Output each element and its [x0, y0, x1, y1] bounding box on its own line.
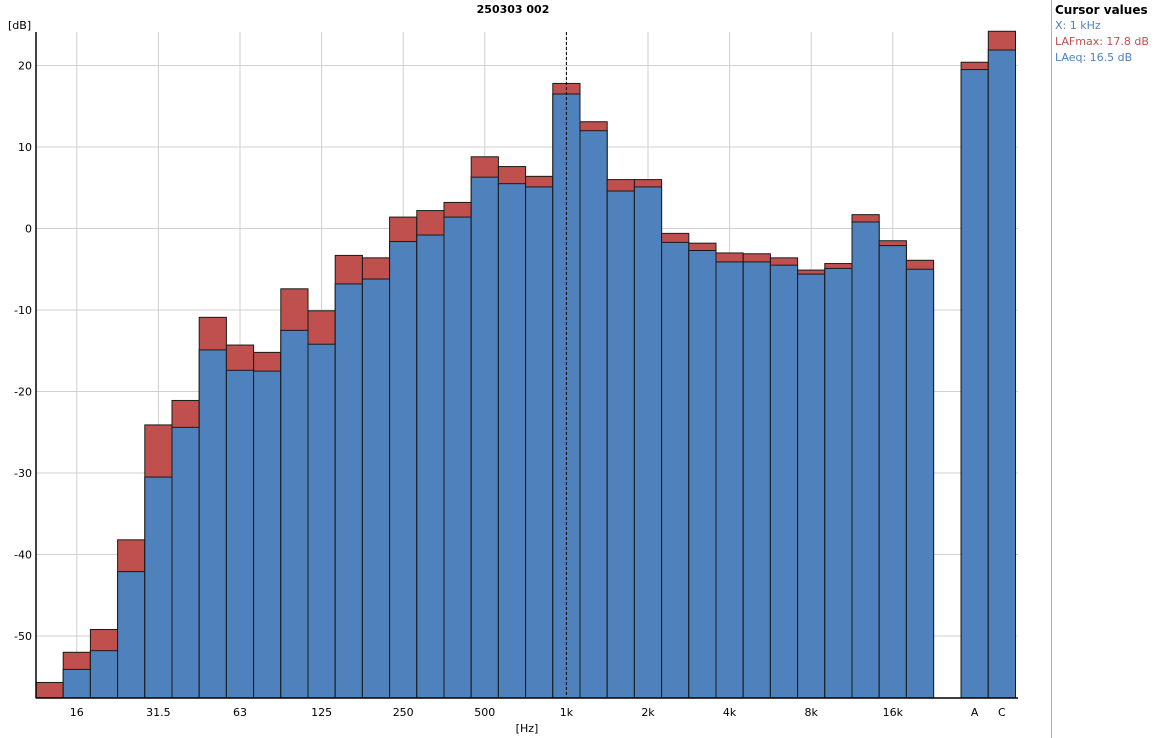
x-tick-label: 8k	[805, 706, 819, 719]
bar-laeq-100[interactable]	[280, 329, 309, 699]
bar-laeq-C[interactable]	[987, 49, 1016, 699]
bar-laeq-25[interactable]	[117, 571, 146, 699]
y-tick-label: -50	[14, 630, 32, 643]
cursor-values-header: Cursor values	[1055, 3, 1148, 17]
bar-laeq-125[interactable]	[307, 343, 336, 699]
bar-laeq-500[interactable]	[470, 176, 499, 699]
bar-laeq-8k[interactable]	[797, 273, 826, 699]
x-axis-label: [Hz]	[516, 722, 539, 735]
bar-laeq-80[interactable]	[253, 370, 282, 699]
bar-laeq-2k[interactable]	[633, 186, 663, 699]
bar-laeq-20k[interactable]	[905, 268, 935, 699]
x-tick-label: 4k	[723, 706, 737, 719]
y-tick-label: 0	[25, 223, 32, 236]
bar-laeq-40[interactable]	[171, 426, 200, 699]
x-tick-label: 500	[474, 706, 495, 719]
y-axis-label: [dB]	[8, 19, 31, 32]
cursor-values-panel: Cursor values X: 1 kHz LAFmax: 17.8 dB L…	[1055, 2, 1149, 66]
x-tick-label: C	[998, 706, 1006, 719]
x-tick-label: 16	[70, 706, 84, 719]
bar-laeq-31.5[interactable]	[144, 476, 173, 699]
x-tick-label: A	[971, 706, 979, 719]
y-tick-label: -10	[14, 304, 32, 317]
bar-laeq-200[interactable]	[361, 278, 391, 699]
bar-laeq-2.5k[interactable]	[661, 241, 690, 699]
x-tick-label: 2k	[641, 706, 655, 719]
panel-divider	[1051, 0, 1052, 738]
bar-laeq-160[interactable]	[334, 283, 363, 699]
bar-laeq-1.25k[interactable]	[579, 130, 608, 699]
x-tick-label: 31.5	[146, 706, 171, 719]
bar-laeq-5k[interactable]	[742, 261, 771, 699]
y-tick-label: 10	[18, 141, 32, 154]
bar-laeq-630[interactable]	[497, 183, 527, 699]
bar-laeq-63[interactable]	[225, 369, 255, 699]
bar-laeq-12.5k[interactable]	[851, 221, 880, 699]
bar-laeq-3.15k[interactable]	[688, 250, 717, 699]
y-tick-label: 20	[18, 60, 32, 73]
x-tick-label: 125	[311, 706, 332, 719]
x-tick-label: 16k	[883, 706, 904, 719]
bar-lafmax-12.5[interactable]	[35, 681, 64, 699]
y-tick-label: -30	[14, 467, 32, 480]
y-tick-label: -40	[14, 549, 32, 562]
bar-laeq-6.3k[interactable]	[769, 264, 799, 699]
bar-laeq-20[interactable]	[89, 650, 119, 699]
bar-laeq-800[interactable]	[525, 186, 554, 699]
cursor-x-value: X: 1 kHz	[1055, 19, 1101, 32]
x-tick-label: 1k	[560, 706, 574, 719]
cursor-lafmax-value: LAFmax: 17.8 dB	[1055, 35, 1149, 48]
bar-laeq-16k[interactable]	[878, 245, 907, 699]
bar-laeq-315[interactable]	[416, 234, 445, 699]
cursor-laeq-value: LAeq: 16.5 dB	[1055, 51, 1133, 64]
bar-laeq-4k[interactable]	[715, 261, 744, 699]
x-tick-label: 250	[393, 706, 414, 719]
bar-laeq-16[interactable]	[62, 668, 91, 699]
bar-laeq-10k[interactable]	[824, 267, 853, 699]
bar-laeq-250[interactable]	[389, 241, 418, 699]
spectrum-chart[interactable]: 250303 002 [dB] [Hz] 20 10 0 -10 -20 -30 -40 -5…	[0, 0, 1050, 738]
y-tick-label: -20	[14, 386, 32, 399]
chart-title: 250303 002	[477, 3, 550, 16]
bar-laeq-400[interactable]	[443, 216, 472, 699]
bar-laeq-1.6k[interactable]	[606, 190, 635, 699]
bar-laeq-50[interactable]	[198, 349, 227, 699]
bar-laeq-A[interactable]	[960, 69, 989, 699]
x-tick-label: 63	[233, 706, 247, 719]
